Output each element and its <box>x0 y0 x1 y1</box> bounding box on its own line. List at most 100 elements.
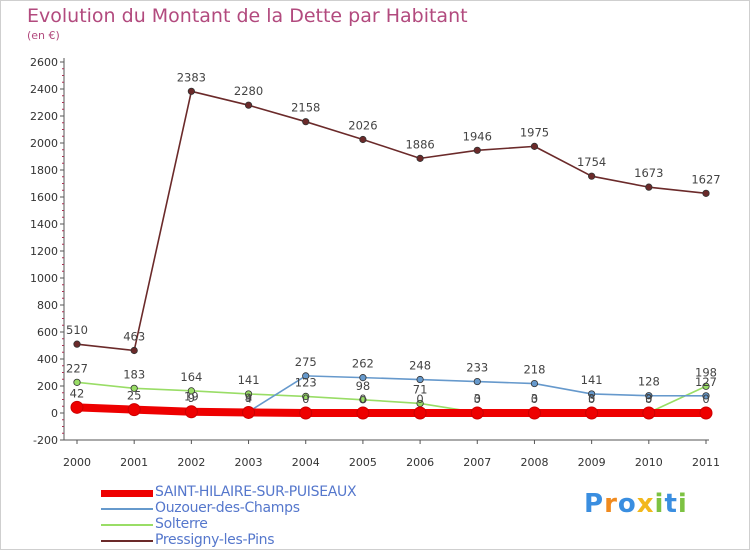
data-point <box>473 377 481 386</box>
data-label: 3 <box>645 392 652 406</box>
data-label: 1627 <box>691 172 720 186</box>
y-tick-label: 400 <box>37 353 58 366</box>
data-label: 248 <box>409 359 431 373</box>
legend-label-pressigny: Pressigny-les-Pins <box>155 532 275 548</box>
legend-swatch-pressigny <box>101 540 153 542</box>
y-tick-label: 600 <box>37 326 58 339</box>
data-label: 1886 <box>405 137 434 151</box>
data-label: 1673 <box>634 166 663 180</box>
data-point <box>130 346 138 355</box>
data-point <box>73 378 81 386</box>
data-point <box>127 403 141 417</box>
data-point <box>73 340 81 348</box>
data-label: 1975 <box>520 125 549 139</box>
data-label: 4 <box>245 391 252 405</box>
data-point <box>642 406 656 420</box>
data-label: 463 <box>123 329 145 343</box>
x-tick-label: 2000 <box>63 456 91 469</box>
x-tick-label: 2004 <box>292 456 320 469</box>
x-tick-label: 2011 <box>692 456 720 469</box>
data-point <box>187 387 195 395</box>
y-tick-label: 2600 <box>30 56 58 69</box>
x-tick-label: 2002 <box>177 456 205 469</box>
data-label: 0 <box>302 392 309 406</box>
data-point <box>702 382 710 390</box>
series-line <box>73 403 710 417</box>
data-point <box>645 392 653 400</box>
data-label: 183 <box>123 367 145 381</box>
data-point <box>184 405 198 419</box>
y-tick-label: 1400 <box>30 218 58 231</box>
data-label: 42 <box>70 386 85 400</box>
chart-subtitle: (en €) <box>27 29 60 42</box>
logo-letter: o <box>617 489 637 519</box>
data-point <box>302 372 310 380</box>
data-label: 0 <box>702 392 709 406</box>
data-label: 2280 <box>234 84 263 98</box>
data-point <box>588 390 596 398</box>
y-tick-label: 1000 <box>30 272 58 285</box>
data-label: 2383 <box>177 70 206 84</box>
data-label: 275 <box>295 355 317 369</box>
data-point <box>359 396 367 404</box>
data-point <box>530 379 539 388</box>
data-point <box>359 374 367 382</box>
data-label: 9 <box>188 391 195 405</box>
data-point <box>302 392 310 400</box>
logo-letter: t <box>664 489 678 519</box>
data-label: 218 <box>523 363 545 377</box>
data-point <box>530 142 539 150</box>
data-point <box>359 135 367 144</box>
legend-item-pressigny: Pressigny-les-Pins <box>101 532 421 549</box>
data-point <box>299 406 313 420</box>
x-tick-label: 2006 <box>406 456 434 469</box>
data-label: 2026 <box>348 118 377 132</box>
line-chart: -200020040060080010001200140016001800200… <box>30 56 721 469</box>
legend-swatch-saint-hilaire <box>101 490 153 497</box>
y-tick-label: 0 <box>51 407 58 420</box>
data-label: 1946 <box>463 129 492 143</box>
data-point <box>244 101 253 109</box>
data-point <box>527 406 541 420</box>
data-point <box>302 118 310 126</box>
proxiti-logo: Proxiti <box>584 489 688 519</box>
x-tick-label: 2010 <box>635 456 663 469</box>
legend-swatch-ouzouer <box>101 508 153 510</box>
data-label: 98 <box>356 379 371 393</box>
data-point <box>588 172 596 180</box>
data-label: 25 <box>127 389 142 403</box>
data-point <box>130 384 138 392</box>
data-point <box>699 406 713 420</box>
data-label: 198 <box>695 365 717 379</box>
x-tick-label: 2007 <box>463 456 491 469</box>
series-line <box>76 375 707 413</box>
data-label: 128 <box>638 375 660 389</box>
x-tick-label: 2001 <box>120 456 148 469</box>
data-point <box>187 87 195 95</box>
logo-letter: x <box>636 489 655 519</box>
data-point <box>470 406 484 420</box>
data-point <box>413 406 427 420</box>
data-label: 9 <box>245 391 252 405</box>
data-point <box>416 154 424 162</box>
y-tick-label: 1800 <box>30 164 58 177</box>
chart-title: Evolution du Montant de la Dette par Hab… <box>27 5 468 27</box>
y-tick-label: 2000 <box>30 137 58 150</box>
y-tick-label: 1200 <box>30 245 58 258</box>
data-point <box>416 375 424 384</box>
data-label: 141 <box>238 373 260 387</box>
data-label: 123 <box>295 375 317 389</box>
data-point <box>244 390 253 398</box>
x-tick-label: 2003 <box>235 456 263 469</box>
data-point <box>585 406 599 420</box>
x-tick-label: 2005 <box>349 456 377 469</box>
data-label: 3 <box>531 392 538 406</box>
y-tick-label: 800 <box>37 299 58 312</box>
data-label: 0 <box>416 392 423 406</box>
data-label: 2158 <box>291 101 320 115</box>
data-point <box>70 400 84 414</box>
data-label: 0 <box>359 392 366 406</box>
logo-letter: i <box>654 489 665 519</box>
legend-swatch-solterre <box>101 524 153 526</box>
